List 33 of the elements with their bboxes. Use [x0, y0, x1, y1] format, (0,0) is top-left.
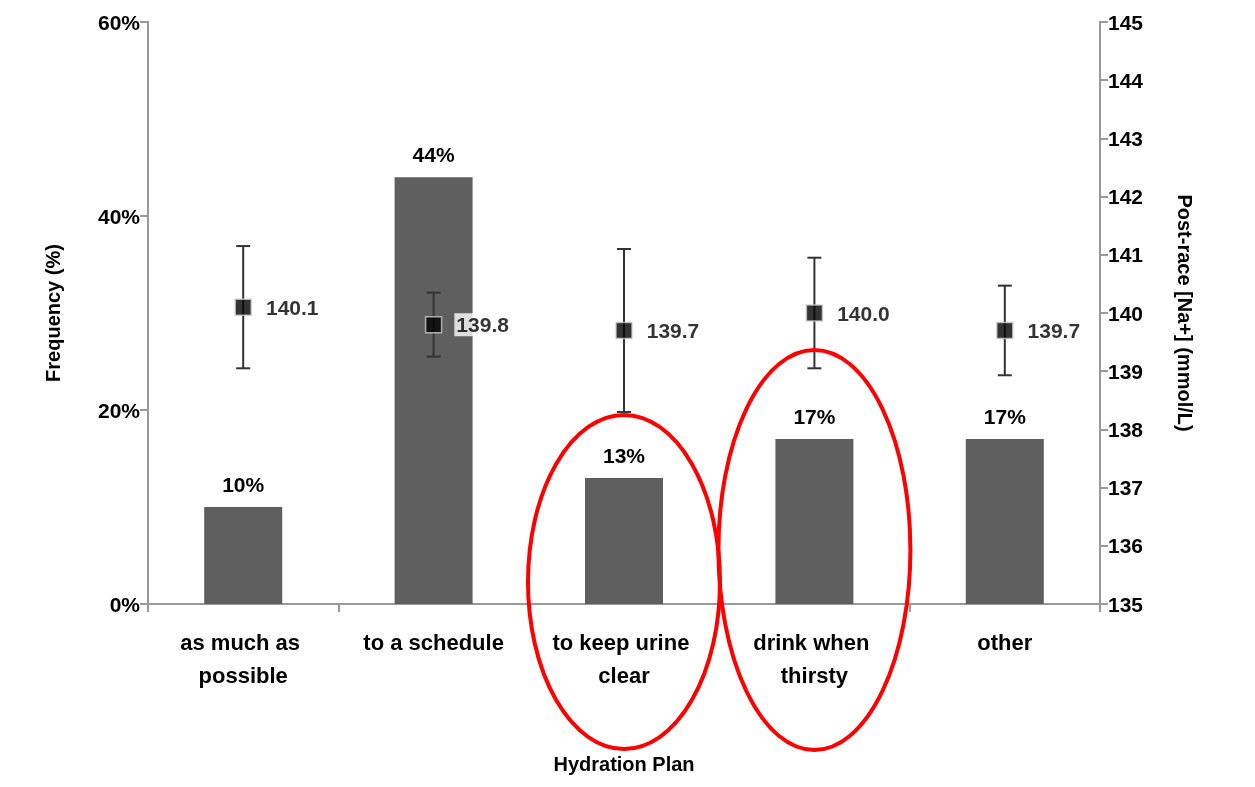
y2-axis-title: Post-race [Na+] (mmol/L) — [1174, 194, 1196, 432]
data-label: 140.0 — [837, 301, 890, 325]
y-axis-title: Frequency (%) — [42, 244, 64, 382]
y2-tick-label: 138 — [1108, 417, 1144, 441]
y-tick-label: 40% — [97, 204, 141, 228]
x-tick-label: as much as possible — [180, 630, 307, 688]
y2-tick-label: 136 — [1108, 534, 1144, 558]
y-tick-label: 20% — [97, 398, 141, 422]
y2-tick-label: 139 — [1108, 359, 1144, 383]
y-tick-label: 0% — [109, 592, 141, 616]
y2-tick-label: 145 — [1108, 10, 1144, 34]
y2-tick-label: 140 — [1108, 301, 1144, 325]
x-tick-label: other — [977, 630, 1033, 655]
y2-tick-label: 141 — [1108, 243, 1144, 267]
data-label: 13% — [602, 443, 646, 467]
data-label: 139.8 — [456, 313, 510, 337]
x-tick-label: to keep urine clear — [552, 630, 696, 688]
y2-tick-label: 144 — [1108, 68, 1144, 92]
y-tick-label: 60% — [97, 10, 141, 34]
y2-tick-label: 135 — [1108, 592, 1144, 616]
y2-tick-label: 143 — [1108, 126, 1144, 150]
data-label: 17% — [793, 405, 836, 429]
y2-tick-label: 137 — [1108, 476, 1144, 500]
y2-tick-label: 142 — [1108, 185, 1144, 209]
data-label: 139.7 — [646, 318, 700, 342]
x-axis-title: Hydration Plan — [553, 753, 695, 775]
data-label: 140.1 — [265, 295, 319, 319]
data-label: 139.7 — [1027, 318, 1081, 342]
data-label: 44% — [412, 143, 455, 167]
x-tick-label: drink when thirsty — [753, 630, 876, 688]
data-label: 17% — [983, 405, 1027, 429]
data-label: 10% — [222, 473, 265, 496]
x-tick-label: to a schedule — [363, 630, 504, 655]
